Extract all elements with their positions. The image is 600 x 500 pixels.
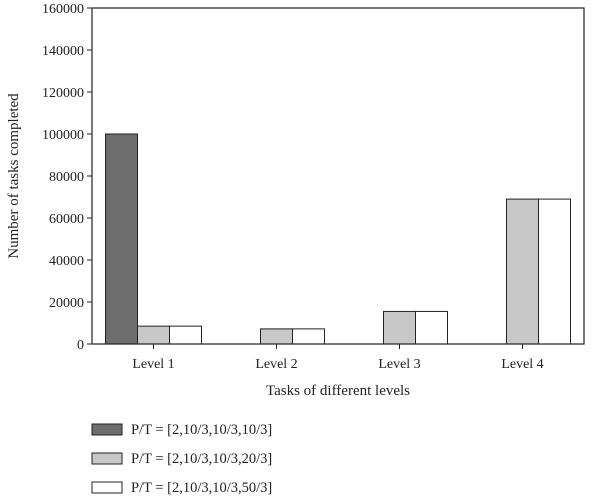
bar <box>105 133 138 345</box>
y-tick-label: 140000 <box>42 44 84 59</box>
bar <box>415 310 448 345</box>
y-tick-label: 80000 <box>49 170 84 185</box>
y-tick-label: 100000 <box>42 128 84 143</box>
x-tick-label: Level 3 <box>378 357 420 372</box>
plot-frame <box>91 7 585 345</box>
y-axis-ticks: 0 20000 40000 60000 80000 100000 120000 140000 1… <box>42 2 92 353</box>
legend-label: P/T = [2,10/3,10/3,20/3] <box>131 451 272 467</box>
y-tick-label: 40000 <box>49 254 84 269</box>
legend-swatch <box>91 423 123 436</box>
bar <box>506 198 539 345</box>
bar <box>169 325 202 345</box>
x-tick-label: Level 2 <box>255 357 297 372</box>
x-axis-ticks: Level 1 Level 2 Level 3 Level 4 <box>132 344 544 372</box>
bar <box>383 310 416 345</box>
legend-swatch <box>91 452 123 465</box>
legend-label: P/T = [2,10/3,10/3,10/3] <box>131 422 272 438</box>
y-tick-label: 20000 <box>49 296 84 311</box>
x-tick-label: Level 4 <box>501 357 543 372</box>
y-tick-label: 60000 <box>49 212 84 227</box>
y-tick-label: 0 <box>77 338 84 353</box>
legend-label: P/T = [2,10/3,10/3,50/3] <box>131 480 272 496</box>
y-axis-title: Number of tasks completed <box>6 93 22 259</box>
bars <box>105 133 571 345</box>
y-tick-label: 120000 <box>42 86 84 101</box>
legend: P/T = [2,10/3,10/3,10/3] P/T = [2,10/3,10… <box>91 422 272 496</box>
y-tick-label: 160000 <box>42 2 84 17</box>
x-tick-label: Level 1 <box>132 357 174 372</box>
x-axis-title: Tasks of different levels <box>266 383 410 399</box>
bar <box>260 328 293 345</box>
bar <box>137 325 170 345</box>
bar <box>538 198 571 345</box>
bar <box>292 328 325 345</box>
legend-swatch <box>91 481 123 494</box>
